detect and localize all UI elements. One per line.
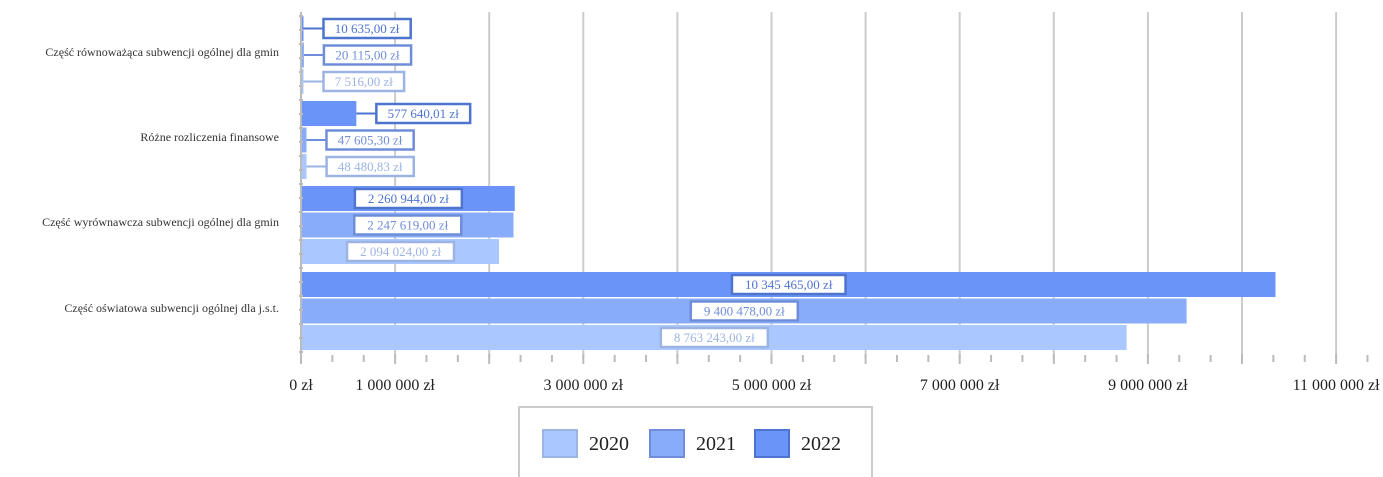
data-label: 48 480,83 zł bbox=[338, 159, 403, 174]
data-label: 47 605,30 zł bbox=[338, 133, 403, 148]
legend-label: 2021 bbox=[696, 433, 736, 455]
data-label-box bbox=[325, 155, 416, 178]
category-label: Różne rozliczenia finansowe bbox=[140, 130, 279, 144]
data-label-box bbox=[375, 102, 472, 125]
bar-2020 bbox=[302, 154, 307, 179]
legend: 2020 2021 2022 bbox=[518, 406, 873, 477]
category-label: Część równoważąca subwencji ogólnej dla … bbox=[45, 45, 279, 59]
data-label-box bbox=[730, 273, 847, 296]
x-tick-label: 9 000 000 zł bbox=[1108, 377, 1188, 394]
data-label: 2 247 619,00 zł bbox=[367, 218, 448, 233]
data-label: 577 640,01 zł bbox=[388, 106, 460, 121]
data-label-box bbox=[659, 326, 770, 349]
legend-swatch bbox=[542, 429, 578, 458]
data-label-box bbox=[689, 300, 800, 322]
data-label-box bbox=[353, 187, 464, 210]
bar-2021 bbox=[302, 127, 307, 153]
data-label: 2 260 944,00 zł bbox=[368, 191, 449, 206]
data-label-box bbox=[325, 129, 415, 151]
bar-2020 bbox=[302, 69, 304, 94]
data-label: 2 094 024,00 zł bbox=[360, 244, 441, 259]
data-label: 7 516,00 zł bbox=[335, 74, 394, 89]
data-label: 10 345 465,00 zł bbox=[745, 277, 833, 292]
data-label-box bbox=[322, 70, 406, 93]
x-tick-label: 3 000 000 zł bbox=[544, 377, 624, 394]
bar-2021 bbox=[302, 42, 304, 68]
data-label-box bbox=[345, 240, 456, 263]
data-labels-layer: 7 516,00 zł 48 480,83 zł 2 094 024,00 zł 8 … bbox=[303, 17, 847, 349]
data-label: 9 400 478,00 zł bbox=[704, 304, 785, 319]
data-label-box bbox=[322, 17, 412, 40]
data-label: 20 115,00 zł bbox=[335, 48, 400, 63]
legend-label: 2022 bbox=[801, 433, 841, 455]
legend-label: 2020 bbox=[589, 433, 629, 455]
x-tick-label: 1 000 000 zł bbox=[355, 377, 435, 394]
grid-layer bbox=[394, 12, 1338, 358]
bars-layer bbox=[302, 16, 1276, 350]
data-label-box bbox=[322, 44, 413, 66]
bar-2022 bbox=[302, 16, 304, 41]
bar-2022 bbox=[302, 101, 357, 126]
category-label: Część oświatowa subwencji ogólnej dla j.… bbox=[64, 301, 279, 315]
x-tick-label: 11 000 000 zł bbox=[1293, 377, 1381, 394]
axis-layer: 0 zł 1 000 000 zł 3 000 000 zł 5 000 000 zł… bbox=[42, 12, 1380, 394]
x-tick-label: 0 zł bbox=[289, 377, 313, 394]
x-tick-label: 7 000 000 zł bbox=[920, 377, 1000, 394]
legend-swatch bbox=[649, 429, 685, 458]
data-label: 10 635,00 zł bbox=[335, 21, 400, 36]
data-label-box bbox=[353, 214, 463, 236]
x-tick-label: 5 000 000 zł bbox=[732, 377, 812, 394]
category-label: Część wyrównawcza subwencji ogólnej dla … bbox=[42, 215, 279, 229]
legend-swatch bbox=[754, 429, 790, 458]
data-label: 8 763 243,00 zł bbox=[674, 330, 755, 345]
